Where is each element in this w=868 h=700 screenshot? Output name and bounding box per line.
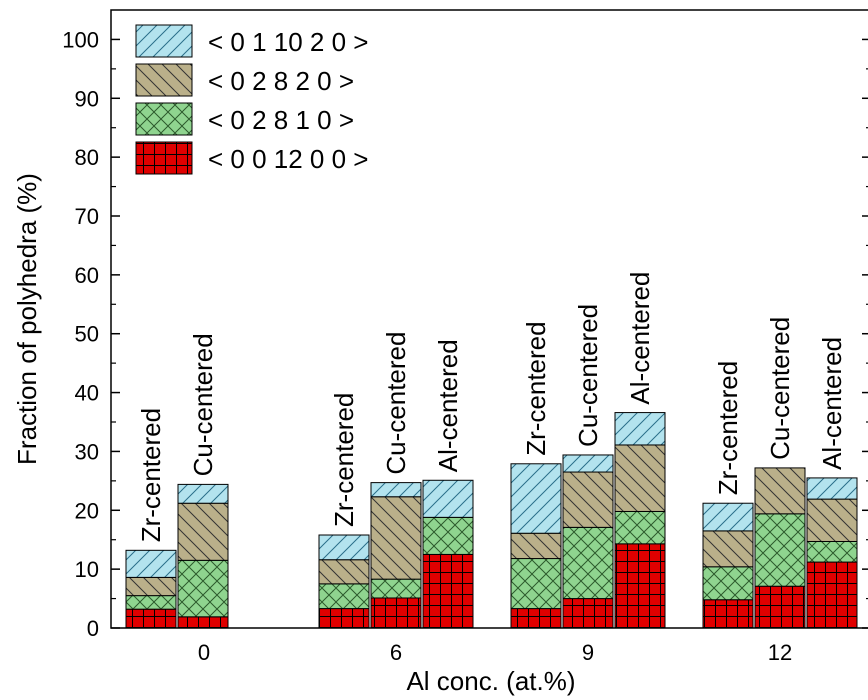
bar-label: Cu-centered: [573, 304, 603, 447]
bar-label: Cu-centered: [381, 332, 411, 475]
bar-segment: [702, 502, 754, 532]
y-tick-label: 20: [75, 498, 99, 523]
bar-segment: [318, 534, 370, 561]
bar-segment: [614, 510, 666, 545]
bar-segment: [422, 479, 474, 518]
y-tick-label: 0: [87, 616, 99, 641]
bar-segment: [177, 502, 229, 561]
x-tick-label: 12: [768, 640, 792, 665]
legend-label: < 0 2 8 2 0 >: [208, 66, 354, 96]
bar-segment: [177, 559, 229, 618]
y-axis-ticks: 0 10 20 30 40 50 60 70 80 90 100: [62, 27, 868, 641]
legend-swatch: [135, 141, 193, 175]
bar-segment: [422, 553, 474, 629]
plot-frame: [110, 9, 868, 629]
bar-label: Zr-centered: [136, 408, 166, 542]
bar-segment: [754, 513, 806, 587]
bar-segment: [754, 585, 806, 629]
bars: [125, 412, 858, 629]
bar-segment: [614, 543, 666, 629]
bar-segment: [702, 530, 754, 568]
bar-segment: [562, 598, 614, 629]
legend-swatch: [135, 63, 193, 97]
legend-label: < 0 1 10 2 0 >: [208, 27, 368, 57]
bar-segment: [125, 576, 177, 597]
y-tick-label: 60: [75, 263, 99, 288]
bar-segment: [562, 471, 614, 528]
bar-segment: [806, 477, 858, 500]
bar-label: Cu-centered: [765, 317, 795, 460]
bar-segment: [510, 532, 562, 560]
bar-segment: [562, 526, 614, 600]
legend-label: < 0 0 12 0 0 >: [208, 144, 368, 174]
bar-segment: [370, 597, 422, 629]
bar-segment: [177, 616, 229, 629]
bar-segment: [614, 412, 666, 446]
bar-segment: [370, 496, 422, 580]
legend-label: < 0 2 8 1 0 >: [208, 105, 354, 135]
bar-label: Al-centered: [433, 339, 463, 472]
bar-segment: [370, 482, 422, 498]
bar-segment: [125, 608, 177, 629]
y-tick-label: 30: [75, 439, 99, 464]
y-axis-title: Fraction of polyhedra (%): [12, 173, 42, 465]
bar-segment: [806, 498, 858, 542]
x-tick-label: 9: [582, 640, 594, 665]
y-tick-label: 90: [75, 86, 99, 111]
bar-segment: [754, 467, 806, 515]
bar-segment: [510, 608, 562, 629]
bar-label: Al-centered: [817, 337, 847, 470]
x-tick-label: 6: [390, 640, 402, 665]
x-tick-label: 0: [198, 640, 210, 665]
legend-swatch: [135, 102, 193, 136]
bar-label: Cu-centered: [188, 333, 218, 476]
bar-labels: Zr-centered Cu-centered Zr-centered Cu-cent…: [136, 272, 847, 543]
y-tick-label: 80: [75, 145, 99, 170]
bar-segment: [510, 558, 562, 610]
bar-segment: [806, 561, 858, 629]
bar-segment: [702, 599, 754, 629]
bar-label: Zr-centered: [521, 321, 551, 455]
y-tick-label: 100: [62, 27, 99, 52]
y-tick-label: 50: [75, 322, 99, 347]
bar-segment: [510, 463, 562, 534]
bar-label: Zr-centered: [713, 361, 743, 495]
y-tick-label: 70: [75, 204, 99, 229]
bar-segment: [125, 549, 177, 578]
bar-segment: [125, 595, 177, 610]
bar-segment: [177, 483, 229, 504]
y-tick-label: 10: [75, 557, 99, 582]
bar-segment: [422, 516, 474, 555]
y-tick-label: 40: [75, 381, 99, 406]
bar-segment: [702, 566, 754, 601]
bar-segment: [370, 578, 422, 599]
bar-segment: [562, 454, 614, 473]
bar-label: Zr-centered: [329, 393, 359, 527]
legend: < 0 1 10 2 0 > < 0 2 8 2 0 > < 0 2 8 1 0 >…: [135, 24, 368, 175]
bar-segment: [318, 608, 370, 629]
legend-swatch: [135, 24, 193, 58]
bar-segment: [614, 444, 666, 512]
bar-segment: [318, 583, 370, 610]
bar-label: Al-centered: [625, 272, 655, 405]
bar-segment: [806, 540, 858, 563]
x-axis-title: Al conc. (at.%): [406, 666, 575, 696]
bar-segment: [318, 559, 370, 585]
